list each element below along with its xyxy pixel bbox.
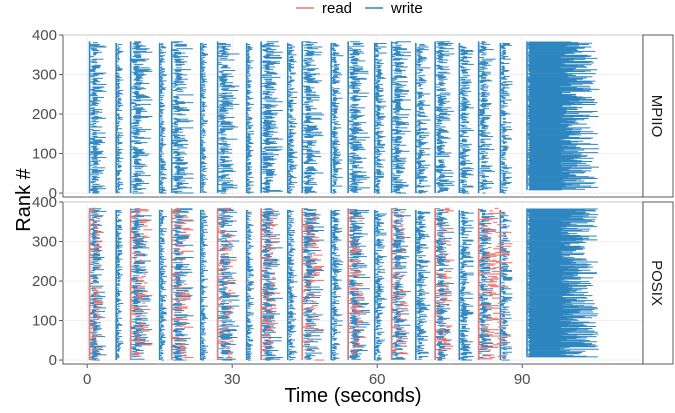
y-tick-label: 200: [32, 106, 57, 123]
y-tick-label: 300: [32, 67, 57, 84]
legend: read write: [296, 0, 423, 17]
legend-write-label: write: [390, 0, 423, 17]
y-tick-label: 100: [32, 146, 57, 163]
strip-mpiio-label: MPIIO: [648, 95, 665, 138]
y-tick-label: 400: [32, 27, 57, 44]
legend-read-label: read: [322, 0, 352, 17]
